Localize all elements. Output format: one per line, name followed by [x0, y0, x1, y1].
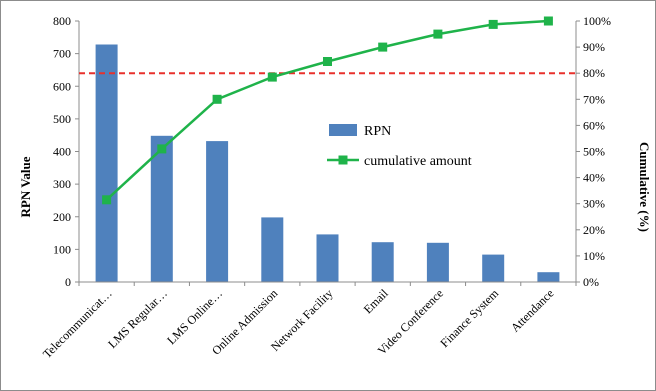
cumulative-marker-6	[378, 42, 388, 52]
bar-9	[537, 272, 560, 282]
y2-tick-label: 10%	[583, 249, 605, 263]
y2-tick-label: 0%	[583, 275, 599, 289]
cumulative-marker-2	[157, 144, 167, 154]
bars-layer	[95, 44, 560, 282]
cumulative-marker-8	[488, 19, 498, 29]
y2-tick-label: 60%	[583, 118, 605, 132]
y2-tick-label: 70%	[583, 92, 605, 106]
y-tick-label: 800	[53, 14, 71, 28]
y2-tick-label: 50%	[583, 145, 605, 159]
cumulative-marker-4	[267, 72, 277, 82]
y-tick-label: 600	[53, 79, 71, 93]
y2-tick-label: 90%	[583, 40, 605, 54]
y2-axis-title: Cumulative (%)	[637, 142, 652, 232]
cumulative-marker-7	[433, 29, 443, 39]
y-tick-label: 400	[53, 145, 71, 159]
y2-tick-label: 100%	[583, 14, 611, 28]
cumulative-line-layer	[102, 16, 553, 205]
y-tick-label: 100	[53, 242, 71, 256]
y2-tick-label: 20%	[583, 223, 605, 237]
y-axis-title: RPN Value	[18, 156, 33, 217]
legend-swatch-marker-cumulative	[338, 155, 348, 165]
y2-tick-label: 30%	[583, 197, 605, 211]
bar-3	[206, 141, 229, 282]
cumulative-marker-5	[323, 57, 332, 66]
bar-6	[371, 242, 394, 282]
legend-label-cumulative: cumulative amount	[364, 154, 472, 169]
bar-5	[316, 234, 339, 282]
y2-tick-label: 80%	[583, 66, 605, 80]
legend-label-rpn: RPN	[364, 124, 391, 139]
y-tick-label: 0	[65, 275, 71, 289]
y-tick-label: 300	[53, 177, 71, 191]
bar-1	[95, 44, 118, 282]
y-tick-label: 500	[53, 112, 71, 126]
y-tick-label: 200	[53, 210, 71, 224]
legend-swatch-rpn	[329, 124, 357, 136]
bar-2	[150, 135, 173, 282]
cumulative-marker-1	[102, 195, 112, 205]
bar-7	[426, 242, 449, 282]
bar-4	[261, 217, 284, 282]
legend: RPN cumulative amount	[327, 124, 472, 169]
cumulative-marker-9	[543, 16, 553, 26]
y-tick-label: 700	[53, 47, 71, 61]
bar-8	[482, 254, 505, 282]
y2-tick-label: 40%	[583, 171, 605, 185]
axes-layer	[75, 20, 580, 286]
cumulative-marker-3	[212, 94, 222, 104]
